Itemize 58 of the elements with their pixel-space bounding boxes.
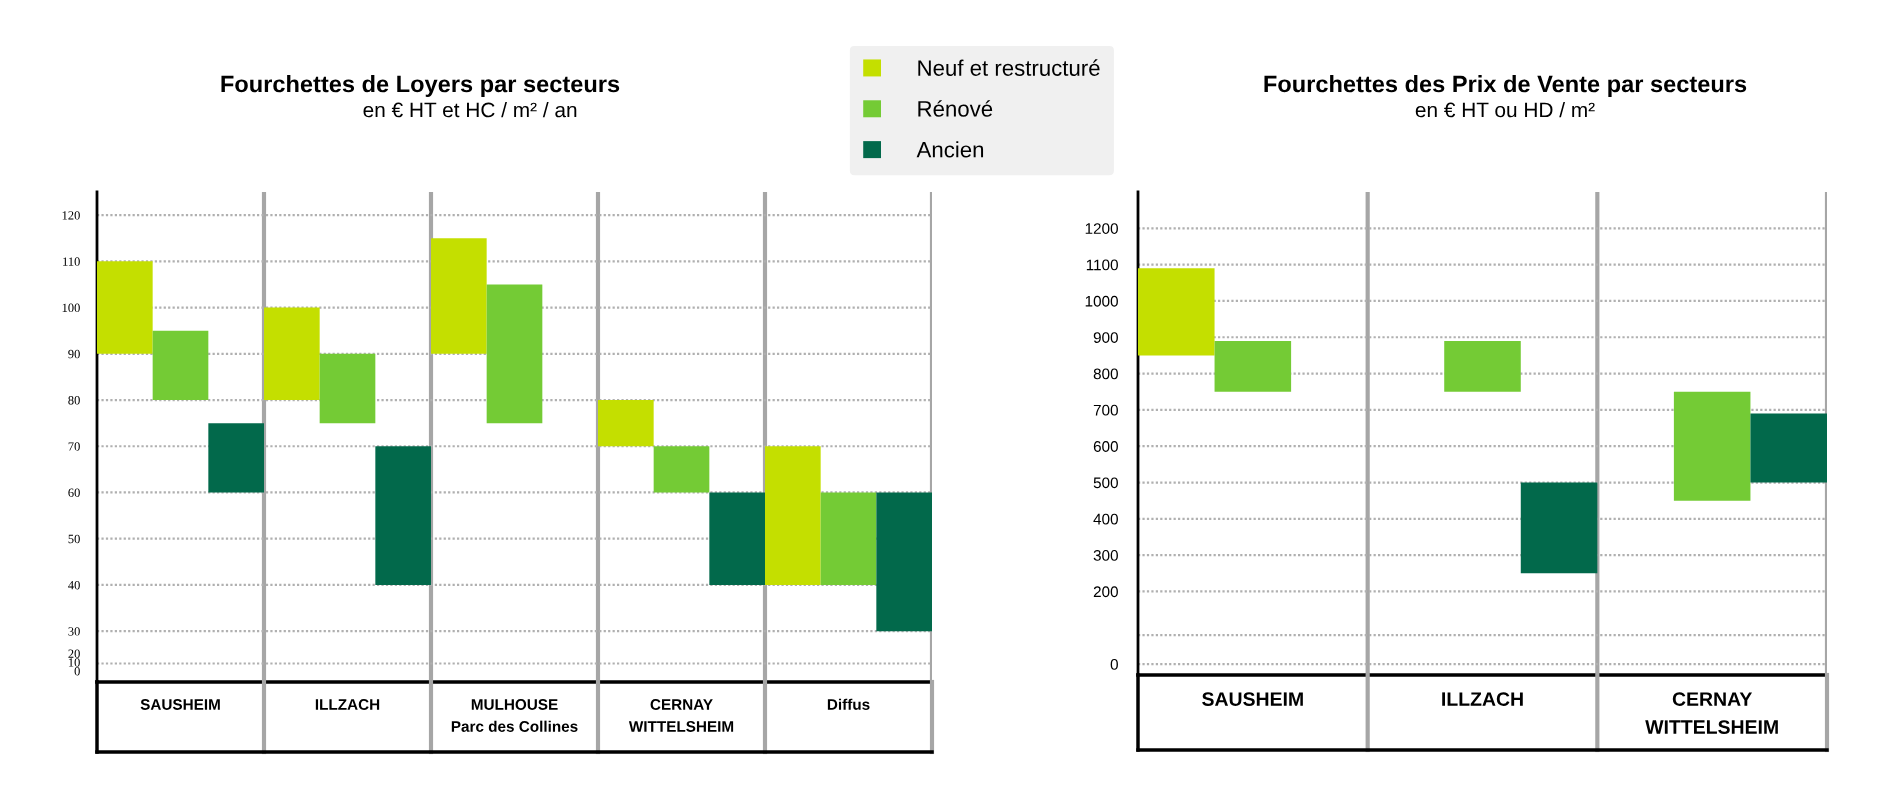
y-tick-label: 90 <box>68 349 80 359</box>
bar <box>1138 268 1215 356</box>
bar <box>765 446 821 585</box>
y-tick-label: 60 <box>68 488 80 497</box>
bar <box>709 492 765 585</box>
bar <box>97 261 153 354</box>
y-tick-label: 1100 <box>1086 259 1118 271</box>
y-tick-label: 110 <box>63 257 80 266</box>
chart-title: Fourchettes de Loyers par secteurs <box>221 74 620 97</box>
y-tick-label: 700 <box>1093 404 1118 416</box>
bar <box>264 307 320 401</box>
y-tick-label: 70 <box>68 442 80 451</box>
y-tick-label: 800 <box>1093 368 1118 380</box>
y-tick-label: 400 <box>1093 513 1118 525</box>
bar <box>152 330 209 401</box>
y-tick-label: 600 <box>1093 441 1118 452</box>
bar <box>1444 340 1521 392</box>
legend-label: Rénové <box>918 100 993 117</box>
x-tick-label: SAUSHEIM <box>1202 692 1303 706</box>
x-tick-label: CERNAY WITTELSHEIM <box>1645 692 1778 734</box>
bar <box>319 353 376 424</box>
bar <box>1520 482 1598 574</box>
bar <box>598 400 654 447</box>
y-tick-label: 20 10 0 <box>68 649 80 676</box>
y-tick-label: 1200 <box>1085 223 1118 234</box>
y-tick-label: 40 <box>68 580 80 590</box>
x-tick-label: CERNAY WITTELSHEIM <box>628 699 734 732</box>
x-tick-label: Diffus <box>827 698 870 710</box>
bar <box>1214 340 1292 392</box>
y-tick-label: 500 <box>1093 477 1118 489</box>
chart-title: Fourchettes des Prix de Vente par secteurs <box>1264 74 1747 97</box>
y-tick-label: 120 <box>62 211 80 220</box>
bar <box>653 446 710 493</box>
chart-subtitle: en € HT et HC / m² / an <box>363 102 577 118</box>
legend-label: Ancien <box>916 141 984 158</box>
bar <box>208 423 264 493</box>
y-tick-label: 300 <box>1093 550 1118 561</box>
bar <box>486 284 543 424</box>
bar <box>431 238 487 354</box>
x-tick-label: ILLZACH <box>1442 692 1523 706</box>
bar <box>876 492 932 632</box>
legend-label: Neuf et restructuré <box>918 59 1100 76</box>
bar <box>1750 413 1827 483</box>
y-tick-label: 1000 <box>1085 295 1118 307</box>
y-tick-label: 200 <box>1093 586 1118 598</box>
x-tick-label: ILLZACH <box>315 699 380 710</box>
chart-subtitle: en € HT ou HD / m² <box>1415 102 1595 118</box>
bar <box>375 446 431 585</box>
y-tick-label: 100 <box>62 303 80 313</box>
y-tick-label: 80 <box>68 396 80 405</box>
bar <box>820 492 877 585</box>
x-tick-label: MULHOUSE Parc des Collines <box>451 699 578 732</box>
y-tick-label: 30 <box>68 627 80 636</box>
y-tick-label: 0 <box>1110 658 1118 670</box>
y-tick-label: 50 <box>68 534 80 544</box>
bar <box>1673 391 1751 501</box>
y-tick-label: 900 <box>1093 332 1118 343</box>
x-tick-label: SAUSHEIM <box>140 699 220 710</box>
